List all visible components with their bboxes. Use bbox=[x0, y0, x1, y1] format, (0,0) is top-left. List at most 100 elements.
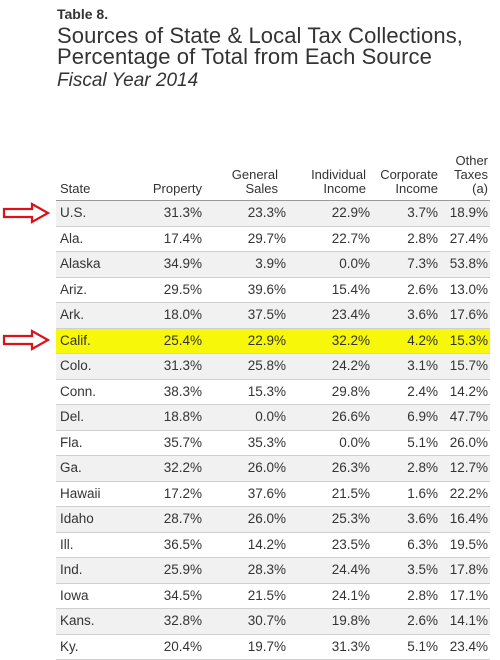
property-cell: 29.5% bbox=[136, 278, 202, 303]
table-row: Ala.17.4%29.7%22.7%2.8%27.4% bbox=[56, 227, 490, 253]
other-taxes-cell: 17.1% bbox=[438, 584, 488, 609]
property-cell: 34.9% bbox=[136, 252, 202, 277]
column-header-corporate-income: Corporate Income bbox=[366, 168, 438, 196]
individual-income-cell: 31.3% bbox=[288, 635, 370, 660]
state-cell: Ill. bbox=[60, 533, 130, 558]
state-cell: Idaho bbox=[60, 507, 130, 532]
table-header-row: State Property General Sales Individual … bbox=[56, 150, 490, 201]
individual-income-cell: 26.6% bbox=[288, 405, 370, 430]
column-header-general-sales: General Sales bbox=[206, 168, 278, 196]
general-sales-cell: 0.0% bbox=[206, 405, 286, 430]
corporate-income-cell: 4.2% bbox=[361, 329, 438, 354]
property-cell: 35.7% bbox=[136, 431, 202, 456]
general-sales-cell: 37.6% bbox=[206, 482, 286, 507]
state-cell: Ark. bbox=[60, 303, 130, 328]
corporate-income-cell: 2.8% bbox=[361, 227, 438, 252]
general-sales-cell: 3.9% bbox=[206, 252, 286, 277]
general-sales-cell: 19.7% bbox=[206, 635, 286, 660]
table-row: Kans.32.8%30.7%19.8%2.6%14.1% bbox=[56, 609, 490, 635]
other-taxes-cell: 22.2% bbox=[438, 482, 488, 507]
state-cell: Ariz. bbox=[60, 278, 130, 303]
other-taxes-cell: 15.3% bbox=[438, 329, 488, 354]
state-cell: Iowa bbox=[60, 584, 130, 609]
table-row: Del.18.8%0.0%26.6%6.9%47.7% bbox=[56, 405, 490, 431]
general-sales-cell: 26.0% bbox=[206, 507, 286, 532]
property-cell: 31.3% bbox=[136, 201, 202, 226]
corporate-income-cell: 2.8% bbox=[361, 584, 438, 609]
general-sales-cell: 14.2% bbox=[206, 533, 286, 558]
other-taxes-cell: 53.8% bbox=[438, 252, 488, 277]
table-row: Ind.25.9%28.3%24.4%3.5%17.8% bbox=[56, 558, 490, 584]
individual-income-cell: 22.9% bbox=[288, 201, 370, 226]
state-cell: Calif. bbox=[60, 329, 130, 354]
state-cell: Ind. bbox=[60, 558, 130, 583]
corporate-income-cell: 1.6% bbox=[361, 482, 438, 507]
table-header-block: Table 8. Sources of State & Local Tax Co… bbox=[57, 6, 497, 92]
table-row: Conn.38.3%15.3%29.8%2.4%14.2% bbox=[56, 380, 490, 406]
corporate-income-cell: 5.1% bbox=[361, 635, 438, 660]
other-taxes-cell: 13.0% bbox=[438, 278, 488, 303]
other-taxes-cell: 17.8% bbox=[438, 558, 488, 583]
state-cell: Conn. bbox=[60, 380, 130, 405]
property-cell: 25.4% bbox=[136, 329, 202, 354]
property-cell: 25.9% bbox=[136, 558, 202, 583]
general-sales-cell: 15.3% bbox=[206, 380, 286, 405]
corporate-income-cell: 2.4% bbox=[361, 380, 438, 405]
corporate-income-cell: 3.6% bbox=[361, 507, 438, 532]
table-row: Ky.20.4%19.7%31.3%5.1%23.4% bbox=[56, 635, 490, 660]
property-cell: 18.0% bbox=[136, 303, 202, 328]
red-arrow-icon bbox=[2, 328, 50, 352]
state-cell: Ala. bbox=[60, 227, 130, 252]
other-taxes-cell: 27.4% bbox=[438, 227, 488, 252]
general-sales-cell: 21.5% bbox=[206, 584, 286, 609]
corporate-income-cell: 2.8% bbox=[361, 456, 438, 481]
property-cell: 28.7% bbox=[136, 507, 202, 532]
corporate-income-cell: 6.3% bbox=[361, 533, 438, 558]
corporate-income-cell: 6.9% bbox=[361, 405, 438, 430]
property-cell: 18.8% bbox=[136, 405, 202, 430]
table-subtitle: Fiscal Year 2014 bbox=[57, 70, 497, 92]
corporate-income-cell: 3.7% bbox=[361, 201, 438, 226]
state-cell: Alaska bbox=[60, 252, 130, 277]
other-taxes-cell: 15.7% bbox=[438, 354, 488, 379]
other-taxes-cell: 14.2% bbox=[438, 380, 488, 405]
corporate-income-cell: 5.1% bbox=[361, 431, 438, 456]
individual-income-cell: 29.8% bbox=[288, 380, 370, 405]
corporate-income-cell: 2.6% bbox=[361, 609, 438, 634]
property-cell: 31.3% bbox=[136, 354, 202, 379]
individual-income-cell: 19.8% bbox=[288, 609, 370, 634]
individual-income-cell: 21.5% bbox=[288, 482, 370, 507]
column-header-property: Property bbox=[136, 182, 202, 196]
table-row: Colo.31.3%25.8%24.2%3.1%15.7% bbox=[56, 354, 490, 380]
other-taxes-cell: 26.0% bbox=[438, 431, 488, 456]
individual-income-cell: 15.4% bbox=[288, 278, 370, 303]
state-cell: Del. bbox=[60, 405, 130, 430]
general-sales-cell: 35.3% bbox=[206, 431, 286, 456]
corporate-income-cell: 3.5% bbox=[361, 558, 438, 583]
property-cell: 38.3% bbox=[136, 380, 202, 405]
other-taxes-cell: 17.6% bbox=[438, 303, 488, 328]
state-cell: Colo. bbox=[60, 354, 130, 379]
table-row: Fla.35.7%35.3%0.0%5.1%26.0% bbox=[56, 431, 490, 457]
table-row: Ga.32.2%26.0%26.3%2.8%12.7% bbox=[56, 456, 490, 482]
property-cell: 20.4% bbox=[136, 635, 202, 660]
table-title: Sources of State & Local Tax Collections… bbox=[57, 25, 497, 67]
red-arrow-icon bbox=[2, 201, 50, 225]
general-sales-cell: 30.7% bbox=[206, 609, 286, 634]
other-taxes-cell: 18.9% bbox=[438, 201, 488, 226]
individual-income-cell: 24.2% bbox=[288, 354, 370, 379]
property-cell: 36.5% bbox=[136, 533, 202, 558]
table-row: Calif.25.4%22.9%32.2%4.2%15.3% bbox=[56, 329, 490, 355]
individual-income-cell: 24.4% bbox=[288, 558, 370, 583]
individual-income-cell: 24.1% bbox=[288, 584, 370, 609]
other-taxes-cell: 19.5% bbox=[438, 533, 488, 558]
table-body: U.S.31.3%23.3%22.9%3.7%18.9%Ala.17.4%29.… bbox=[56, 201, 490, 660]
tax-sources-table: State Property General Sales Individual … bbox=[56, 150, 490, 660]
state-cell: Ga. bbox=[60, 456, 130, 481]
state-cell: Ky. bbox=[60, 635, 130, 660]
property-cell: 32.8% bbox=[136, 609, 202, 634]
individual-income-cell: 23.4% bbox=[288, 303, 370, 328]
